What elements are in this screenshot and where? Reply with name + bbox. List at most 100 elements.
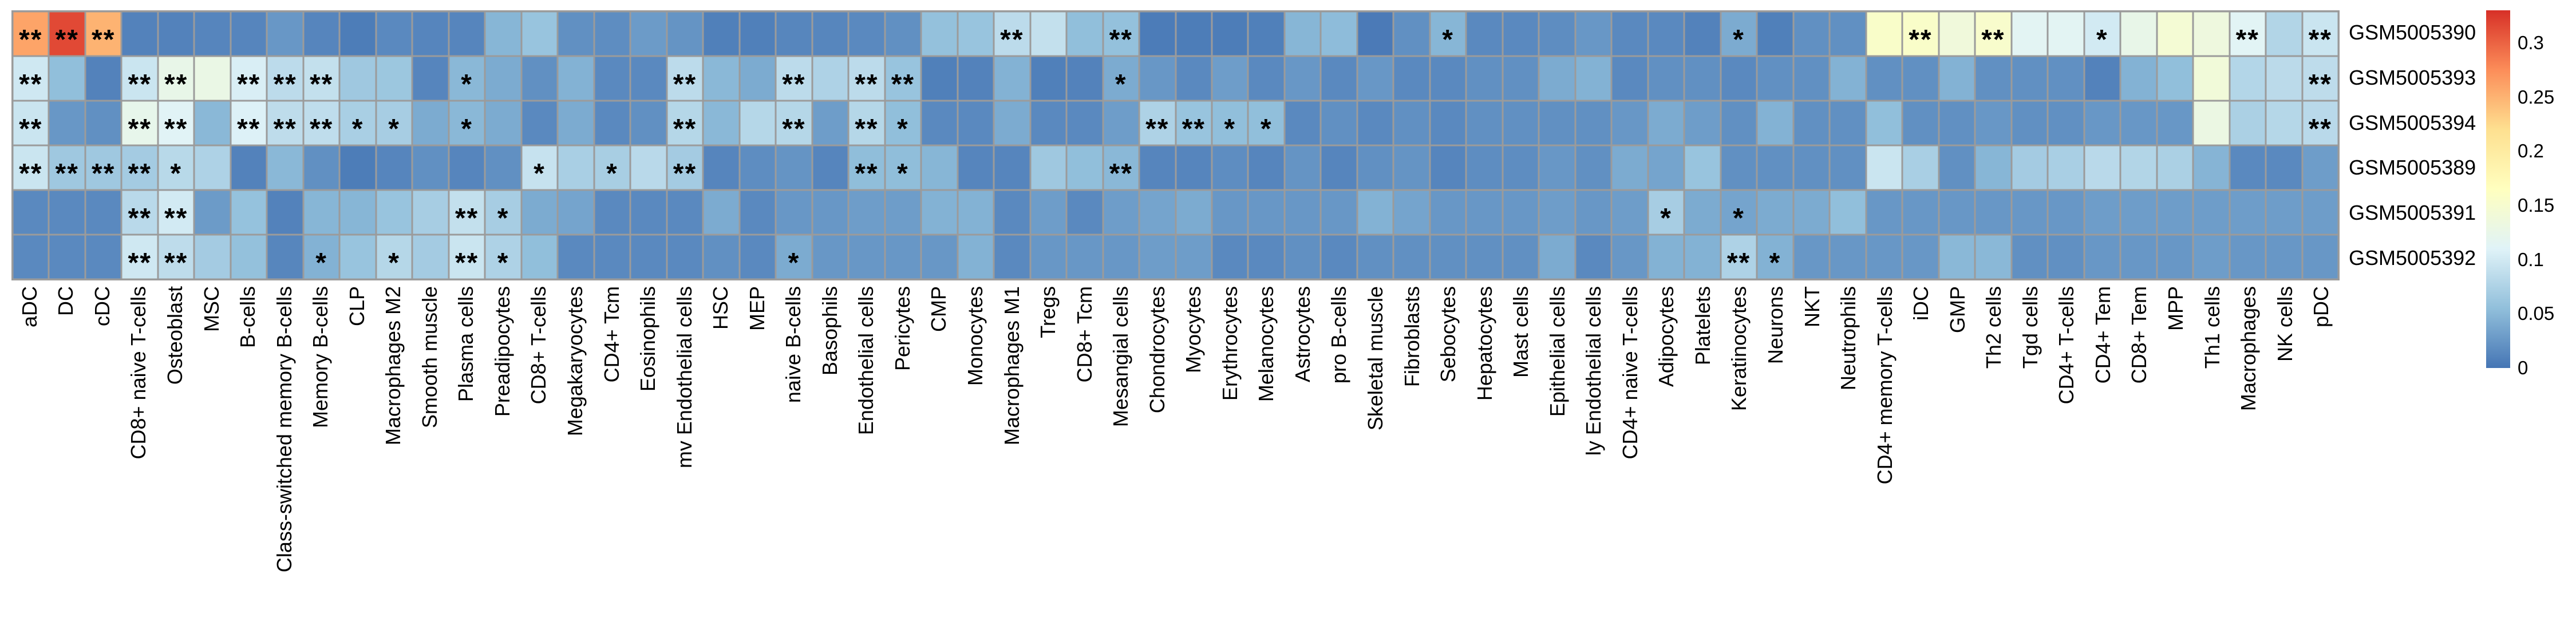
column-label: CD8+ Tem <box>2127 286 2151 384</box>
heatmap-cell <box>1684 56 1721 101</box>
heatmap-cell <box>1575 56 1612 101</box>
significance-star <box>2120 17 2156 62</box>
significance-star <box>1648 106 1684 151</box>
legend-tick-label: 0.25 <box>2518 86 2555 108</box>
heatmap-cell <box>1938 145 1976 190</box>
heatmap-cell <box>776 190 812 235</box>
significance-star: ** <box>673 158 697 189</box>
heatmap-cell: * <box>1211 101 1249 145</box>
heatmap-cell <box>1611 145 1648 190</box>
significance-star <box>231 240 267 285</box>
heatmap-cell <box>85 235 122 279</box>
heatmap-cell <box>49 101 85 145</box>
significance-star <box>2120 106 2156 151</box>
heatmap-cell: ** <box>13 56 49 101</box>
heatmap-cell <box>2229 101 2266 145</box>
heatmap-cell <box>1466 190 1503 235</box>
significance-star <box>1066 151 1103 196</box>
heatmap-cell <box>1248 56 1285 101</box>
significance-star: ** <box>1909 24 1933 55</box>
heatmap-cell: * <box>1429 11 1467 56</box>
significance-star <box>994 62 1030 106</box>
heatmap-cell: * <box>1647 190 1685 235</box>
heatmap-cell: ** <box>448 235 485 279</box>
heatmap-cell <box>812 101 849 145</box>
significance-star <box>521 62 558 106</box>
heatmap-cell <box>1502 101 1539 145</box>
heatmap-cell <box>2048 11 2084 56</box>
significance-star <box>1539 240 1575 285</box>
significance-star <box>2120 196 2156 240</box>
significance-star <box>1539 17 1575 62</box>
heatmap-cell <box>957 11 994 56</box>
significance-star: * <box>1260 113 1273 144</box>
significance-star <box>1393 17 1429 62</box>
significance-star <box>1030 240 1066 285</box>
heatmap-cell <box>2193 235 2230 279</box>
heatmap-cell <box>1066 56 1103 101</box>
heatmap-cell <box>1030 145 1067 190</box>
heatmap-cell <box>2229 56 2266 101</box>
significance-star <box>1430 240 1466 285</box>
significance-star <box>1466 196 1502 240</box>
significance-star <box>194 106 230 151</box>
significance-star <box>1030 151 1066 196</box>
heatmap-cell <box>703 101 740 145</box>
significance-star <box>594 17 630 62</box>
heatmap-cell <box>85 56 122 101</box>
heatmap-cell <box>2120 101 2157 145</box>
heatmap-cell <box>957 56 994 101</box>
heatmap-cell: * <box>157 145 195 190</box>
heatmap-cell <box>1830 11 1866 56</box>
column-label: Class-switched memory B-cells <box>272 286 296 573</box>
legend-tick-label: 0.15 <box>2518 194 2555 216</box>
heatmap-cell: ** <box>1103 145 1140 190</box>
significance-star <box>49 62 85 106</box>
significance-star <box>1793 240 1830 285</box>
significance-star <box>558 151 594 196</box>
significance-star <box>2084 196 2120 240</box>
significance-star <box>630 62 666 106</box>
significance-star <box>994 240 1030 285</box>
heatmap-cell <box>666 235 704 279</box>
significance-star <box>2230 151 2266 196</box>
column-label: Tgd cells <box>2018 286 2042 369</box>
heatmap-cell: * <box>485 190 521 235</box>
significance-star: ** <box>1981 24 2005 55</box>
significance-star <box>2048 62 2084 106</box>
heatmap-cell <box>1684 190 1721 235</box>
significance-star <box>1830 196 1866 240</box>
significance-star <box>1212 196 1248 240</box>
heatmap-cell <box>884 190 922 235</box>
significance-star <box>1285 106 1321 151</box>
significance-star: ** <box>128 69 152 100</box>
heatmap-cell <box>1757 56 1793 101</box>
significance-star <box>594 196 630 240</box>
heatmap-cell <box>594 11 631 56</box>
significance-star <box>1575 106 1611 151</box>
significance-star <box>1575 17 1611 62</box>
significance-star <box>1902 62 1938 106</box>
significance-star <box>194 196 230 240</box>
heatmap-cell <box>703 190 740 235</box>
significance-star <box>2193 62 2229 106</box>
heatmap-cell <box>957 190 994 235</box>
significance-star: ** <box>1109 24 1133 55</box>
significance-star <box>194 62 230 106</box>
heatmap-cell: ** <box>666 56 704 101</box>
heatmap-cell: ** <box>49 145 85 190</box>
column-label: CLP <box>345 286 369 327</box>
significance-star <box>1939 240 1975 285</box>
significance-star <box>2012 196 2048 240</box>
significance-star: * <box>461 69 473 100</box>
heatmap-cell <box>521 56 558 101</box>
heatmap-cell <box>884 11 922 56</box>
significance-star: * <box>1733 203 1745 234</box>
heatmap-cell <box>303 11 340 56</box>
heatmap-cell <box>303 190 340 235</box>
heatmap-cell <box>1030 101 1067 145</box>
heatmap-cell <box>630 190 667 235</box>
significance-star <box>521 196 558 240</box>
heatmap-cell <box>812 11 849 56</box>
heatmap-cell <box>1466 11 1503 56</box>
